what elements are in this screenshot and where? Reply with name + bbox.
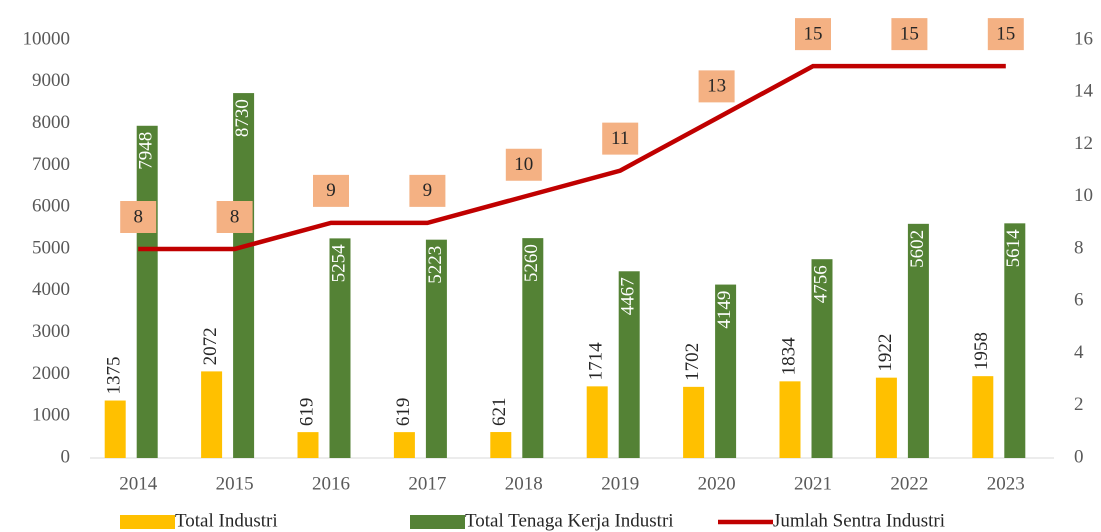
line [138,63,1006,252]
line-label-box [505,148,542,181]
bar [586,386,608,458]
y2-tick-label: 16 [1074,28,1093,49]
bar-value-label: 1834 [778,337,799,376]
x-tick-label: 2020 [698,473,736,494]
x-tick-label: 2014 [119,473,158,494]
y-tick-label: 10000 [23,28,71,49]
legend-label: Total Industri [175,510,278,531]
line-label-box [313,174,349,207]
bar-value-label: 1714 [586,342,607,381]
x-tick-label: 2023 [987,473,1025,494]
x-tick-label: 2019 [601,473,639,494]
y2-tick-label: 8 [1074,237,1084,258]
bar [104,400,126,458]
y-tick-label: 1000 [32,405,70,426]
bar-value-label: 4467 [618,277,639,315]
bar [875,377,897,458]
y-tick-label: 7000 [32,154,70,175]
bar-value-label: 8730 [232,99,253,137]
y-tick-label: 8000 [32,112,70,133]
bar-value-label: 1922 [875,334,896,372]
line-label-box [698,70,735,103]
bar [233,93,255,458]
y2-tick-label: 6 [1074,290,1084,311]
bar-value-label: 4756 [810,265,831,303]
line-value-label: 15 [900,23,919,44]
legend-label: Total Tenaga Kerja Industri [465,510,674,531]
bar-value-label: 1958 [971,332,992,370]
bar [393,432,415,458]
bar-value-label: 5614 [1003,229,1024,267]
x-tick-label: 2016 [312,473,350,494]
line-value-label: 15 [804,23,823,44]
x-tick-label: 2018 [505,473,543,494]
bar [972,376,994,458]
line-label-box [987,18,1024,51]
bar-value-label: 619 [393,398,414,427]
y2-tick-label: 10 [1074,185,1093,206]
line-value-label: 9 [326,180,336,201]
line-value-label: 13 [707,76,726,97]
y2-tick-label: 0 [1074,446,1084,467]
bar-value-label: 621 [489,398,510,427]
legend-label: Jumlah Sentra Industri [773,510,945,531]
line-label-box [602,122,639,155]
y2-tick-label: 4 [1074,342,1084,363]
bar-value-label: 2072 [200,327,221,365]
bar [683,386,705,458]
line-label-box [795,18,831,51]
line-value-label: 8 [230,206,240,227]
bar [329,238,351,458]
y2-tick-label: 12 [1074,133,1093,154]
y-tick-label: 6000 [32,196,70,217]
line-label-box [120,201,157,233]
y-tick-label: 3000 [32,321,70,342]
y-tick-label: 4000 [32,279,70,300]
bar-value-label: 619 [296,398,317,427]
y-tick-label: 5000 [32,237,70,258]
x-tick-label: 2022 [890,473,928,494]
bar-value-label: 1702 [682,343,703,381]
line-value-label: 15 [996,23,1015,44]
bar-value-label: 5260 [521,244,542,282]
bar-value-label: 5254 [328,244,349,283]
line-label-box [891,18,928,51]
y2-tick-label: 14 [1074,81,1094,102]
y-tick-label: 0 [61,446,71,467]
y-tick-label: 9000 [32,70,70,91]
line-value-label: 10 [514,154,533,175]
bar [136,125,158,459]
x-tick-label: 2021 [794,473,832,494]
bar [522,238,544,458]
bar-value-label: 4149 [714,291,735,329]
bar [715,284,737,458]
line-value-label: 11 [611,128,629,149]
line-value-label: 9 [423,180,433,201]
bar [1004,223,1026,458]
legend-swatch [410,515,465,529]
bar-value-label: 5223 [425,246,446,284]
bar-value-label: 1375 [104,357,125,395]
bar [779,381,801,458]
bar [907,223,929,458]
y-tick-label: 2000 [32,363,70,384]
line-label-box [409,174,446,207]
x-tick-label: 2017 [408,473,446,494]
bar [297,432,319,458]
bar-value-label: 7948 [136,132,157,170]
bar [618,271,640,458]
bar-value-label: 5602 [907,230,928,268]
bar [201,371,223,458]
legend-swatch [120,515,175,529]
bar [425,239,447,458]
bar [811,259,833,458]
line-value-label: 8 [133,206,143,227]
x-tick-label: 2015 [216,473,254,494]
bar [490,432,512,458]
line-label-box [216,201,253,233]
y2-tick-label: 2 [1074,394,1084,415]
